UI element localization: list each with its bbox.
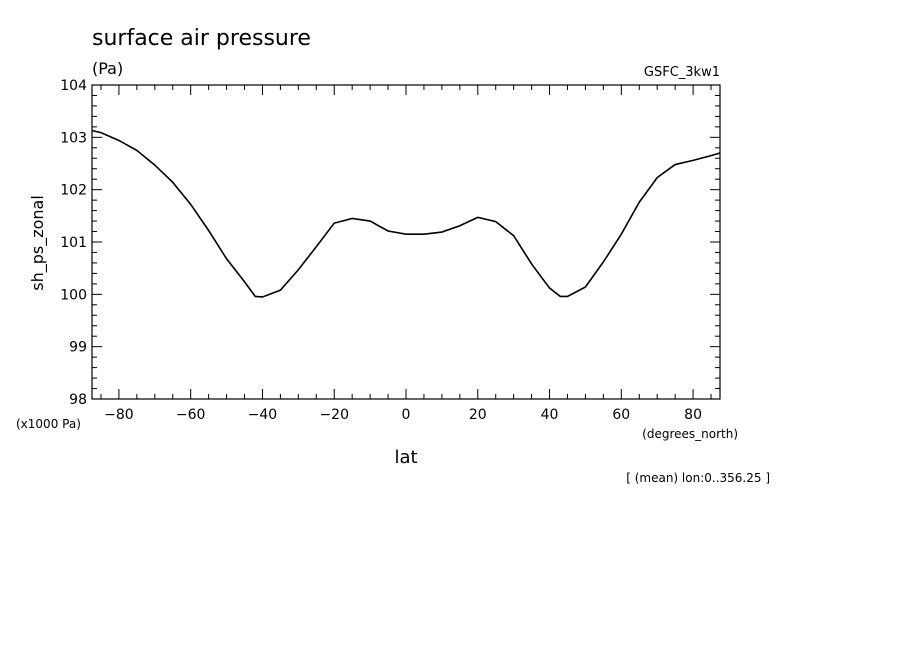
x-tick-label: 20: [469, 407, 487, 423]
y-tick-label: 104: [60, 78, 87, 94]
y-tick-label: 101: [60, 235, 87, 251]
y-scale-note: (x1000 Pa): [16, 417, 81, 431]
y-tick-label: 103: [60, 130, 87, 146]
x-tick-label: 60: [612, 407, 630, 423]
y-axis-label: sh_ps_zonal: [28, 195, 48, 291]
y-tick-label: 102: [60, 183, 87, 199]
footnote: [ (mean) lon:0..356.25 ]: [626, 471, 770, 485]
y-tick-label: 100: [60, 287, 87, 303]
tick-labels: −80 −60 −40 −20 0 20 40 60 80 98 99 100 101 102 103 104: [60, 78, 702, 423]
y-tick-label: 99: [69, 340, 87, 356]
x-tick-label: −60: [176, 407, 206, 423]
x-tick-label: −40: [248, 407, 278, 423]
chart-subtitle: (Pa): [92, 59, 123, 78]
x-tick-label: 40: [541, 407, 559, 423]
plot-frame: [91, 84, 721, 400]
x-axis-label: lat: [394, 447, 417, 468]
x-tick-label: −80: [104, 407, 134, 423]
x-unit-note: (degrees_north): [642, 427, 738, 441]
x-tick-label: 0: [402, 407, 411, 423]
chart-title: surface air pressure: [92, 26, 311, 51]
series-line: [91, 129, 721, 298]
x-tick-label: 80: [684, 407, 702, 423]
axis-ticks: [92, 84, 720, 400]
source-label: GSFC_3kw1: [644, 65, 720, 80]
y-tick-label: 98: [69, 392, 87, 408]
x-tick-label: −20: [319, 407, 349, 423]
